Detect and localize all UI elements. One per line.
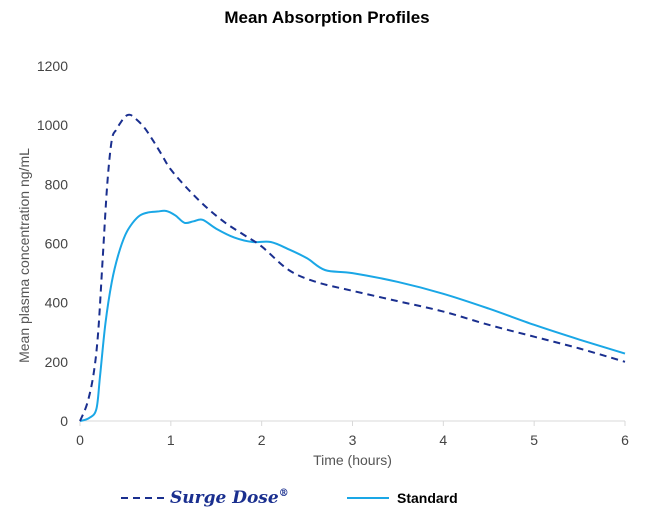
legend-label-surge-dose: Surge Dose®: [170, 488, 289, 508]
x-tick-label: 2: [258, 432, 266, 448]
y-tick-label: 1200: [37, 58, 68, 74]
x-tick-label: 1: [167, 432, 175, 448]
chart-title: Mean Absorption Profiles: [224, 8, 430, 27]
y-axis-label: Mean plasma concentration ng/mL: [16, 148, 32, 363]
x-tick-label: 3: [349, 432, 357, 448]
y-tick-label: 400: [45, 295, 69, 311]
x-tick-label: 0: [76, 432, 84, 448]
y-tick-label: 1000: [37, 117, 68, 133]
y-tick-label: 600: [45, 236, 69, 252]
y-tick-label: 200: [45, 354, 69, 370]
y-tick-label: 0: [60, 413, 68, 429]
series-line-standard: [79, 209, 626, 422]
series-line-surge-dose: [79, 113, 626, 422]
y-tick-label: 800: [45, 176, 69, 192]
x-tick-label: 5: [530, 432, 538, 448]
legend-label-standard: Standard: [397, 490, 458, 506]
x-tick-label: 6: [621, 432, 629, 448]
x-tick-label: 4: [439, 432, 447, 448]
x-axis-label: Time (hours): [313, 452, 392, 468]
